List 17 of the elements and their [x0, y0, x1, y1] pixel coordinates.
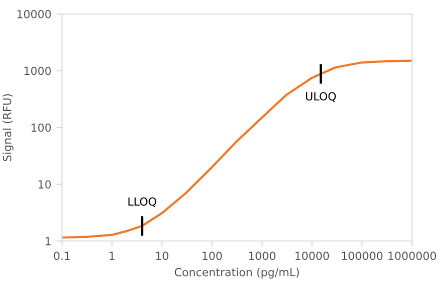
- y-tick-label: 1: [46, 237, 51, 246]
- x-tick-label: 10: [156, 252, 168, 260]
- x-tick-label: 1: [110, 252, 115, 260]
- y-tick-label: 10: [38, 180, 51, 189]
- x-tick-label: 10000: [296, 252, 329, 260]
- x-tick-label: 1000000: [388, 252, 436, 260]
- y-tick-label: 10000: [17, 10, 51, 18]
- annotation: LLOQ: [128, 197, 156, 208]
- x-tick-label: 100: [202, 252, 222, 260]
- x-tick-label: 1000: [249, 252, 276, 260]
- x-tick-label: 100000: [342, 252, 382, 260]
- y-tick-label: 100: [32, 123, 51, 132]
- annotation: ULOQ: [306, 92, 336, 102]
- y-tick-label: 1000: [24, 66, 51, 76]
- y-axis-title: Signal (RFU): [2, 94, 14, 162]
- x-tick-label: 0.1: [54, 252, 70, 260]
- x-axis-title: Concentration (pg/mL): [174, 268, 299, 278]
